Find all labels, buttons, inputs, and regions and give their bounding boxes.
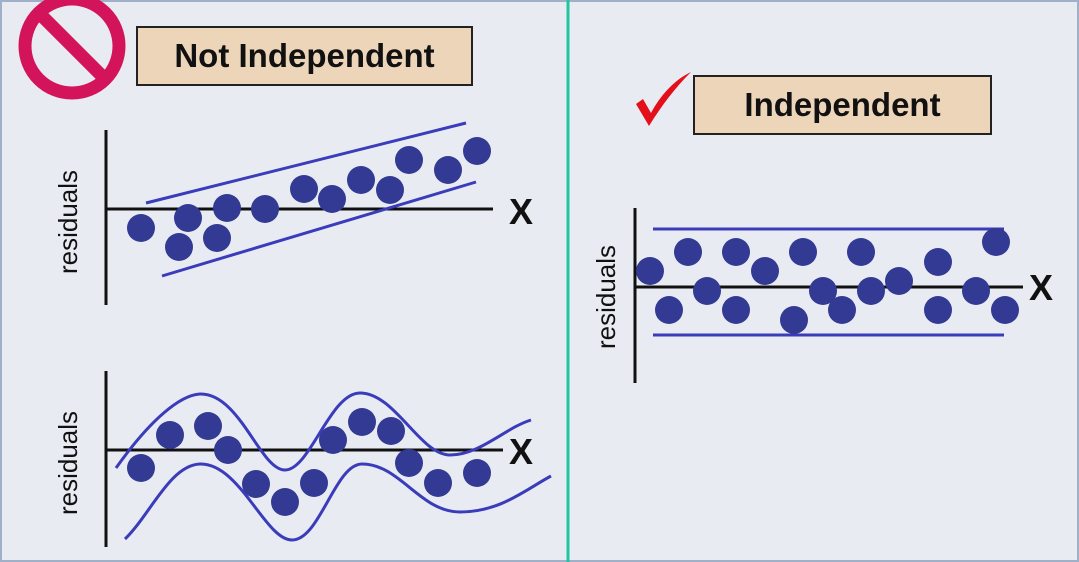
x-axis-label: X [509,191,534,232]
residual-point [751,257,779,285]
residual-point [271,488,299,516]
residual-point [463,459,491,487]
y-axis-label: residuals [53,410,83,516]
residual-point [655,296,683,324]
residual-point [636,257,664,285]
residual-point [789,238,817,266]
residual-point [395,146,423,174]
checkmark-icon [636,72,691,126]
residual-point [319,426,347,454]
no-sign-icon [18,0,126,100]
independent-label: Independent [693,75,992,135]
residual-point [300,469,328,497]
residual-point [809,277,837,305]
residual-point [434,156,462,184]
residual-point [376,176,404,204]
residual-point [463,137,491,165]
residual-points [636,228,1019,334]
residual-point [722,238,750,266]
residual-point [395,449,423,477]
residual-point [127,214,155,242]
residual-point [828,296,856,324]
residual-point [962,277,990,305]
residual-point [885,267,913,295]
plot-trend [104,121,493,305]
residual-point [213,194,241,222]
residual-point [857,277,885,305]
residual-point [424,469,452,497]
plot-random [633,208,1023,383]
residual-point [214,436,242,464]
residual-point [194,412,222,440]
residual-point [290,175,318,203]
not-independent-label: Not Independent [136,26,473,86]
residual-point [722,296,750,324]
residual-point [242,470,270,498]
band-lower [123,462,552,542]
plot-wave [104,371,552,547]
band-upper [114,391,532,472]
residual-point [982,228,1010,256]
x-axis-label: X [1029,267,1054,308]
residual-point [847,238,875,266]
residual-point [991,296,1019,324]
residual-point [674,238,702,266]
y-axis-label: residuals [591,244,621,350]
band-upper [145,121,467,205]
x-axis-label: X [509,431,534,472]
y-axis-label: residuals [53,169,83,275]
residual-point [318,185,346,213]
residual-point [127,454,155,482]
band-lower [161,180,477,278]
residual-point [348,408,376,436]
residual-point [693,277,721,305]
residual-points [127,137,491,261]
residual-point [377,417,405,445]
residual-point [924,296,952,324]
residual-point [203,224,231,252]
residual-point [251,195,279,223]
residual-point [165,233,193,261]
residual-points [127,408,491,516]
residual-point [347,166,375,194]
residual-point [924,248,952,276]
residual-point [780,306,808,334]
residual-point [174,204,202,232]
residual-point [156,421,184,449]
